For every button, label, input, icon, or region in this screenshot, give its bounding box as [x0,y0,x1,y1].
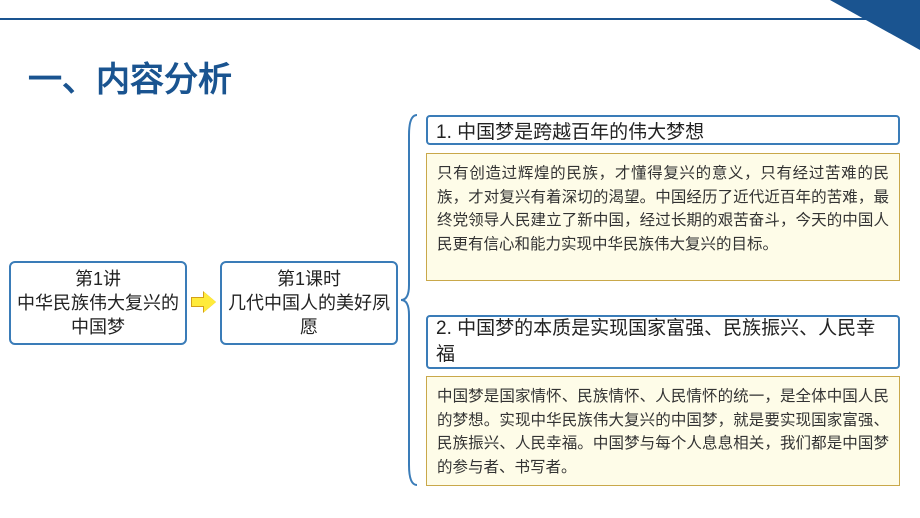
lecture-label-line2: 中华民族伟大复兴的中国梦 [17,293,179,337]
topic1-content-box: 只有创造过辉煌的民族，才懂得复兴的意义，只有经过苦难的民族，才对复兴有着深切的渴… [426,153,900,281]
topic1-title-box: 1. 中国梦是跨越百年的伟大梦想 [426,115,900,145]
bracket-icon [399,110,417,490]
top-horizontal-line [0,18,920,20]
topic2-title: 2. 中国梦的本质是实现国家富强、民族振兴、人民幸福 [436,316,890,367]
arrow-icon [191,292,216,312]
topic1-content: 只有创造过辉煌的民族，才懂得复兴的意义，只有经过苦难的民族，才对复兴有着深切的渴… [437,165,889,253]
topic2-content: 中国梦是国家情怀、民族情怀、人民情怀的统一，是全体中国人民的梦想。实现中华民族伟… [437,388,889,476]
lecture-box: 第1讲 中华民族伟大复兴的中国梦 [9,261,187,345]
topic2-title-box: 2. 中国梦的本质是实现国家富强、民族振兴、人民幸福 [426,315,900,369]
top-corner-triangle [830,0,920,50]
topic2-content-box: 中国梦是国家情怀、民族情怀、人民情怀的统一，是全体中国人民的梦想。实现中华民族伟… [426,376,900,486]
lecture-label-line1: 第1讲 [75,269,121,289]
section-title: 一、内容分析 [28,52,232,101]
lesson-label-line1: 第1课时 [277,269,341,289]
lesson-box: 第1课时 几代中国人的美好夙愿 [220,261,398,345]
lesson-label-line2: 几代中国人的美好夙愿 [228,293,390,337]
topic1-title: 1. 中国梦是跨越百年的伟大梦想 [436,117,704,144]
